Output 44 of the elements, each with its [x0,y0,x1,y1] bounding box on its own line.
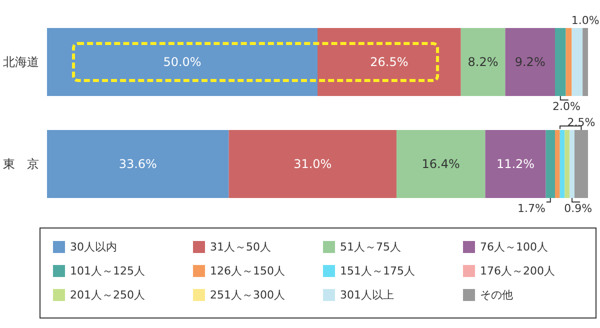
y-tick-label: 東 京 [3,157,39,171]
data-label: 16.4% [422,157,460,171]
bar [460,28,506,96]
legend-label: 30人以内 [70,240,117,254]
bar [318,28,461,96]
legend-label: その他 [480,288,513,302]
bar [228,130,396,198]
data-label: 50.0% [163,55,202,69]
legend-label: 51人～75人 [340,240,401,254]
bar [505,28,555,96]
bar [396,130,486,198]
data-label: 11.2% [496,157,535,171]
data-label: 31.0% [294,157,332,171]
legend-label: 31人～50人 [210,240,271,254]
data-label: 9.2% [514,55,546,69]
bar [582,28,588,96]
bar [555,130,560,198]
data-label: 1.0% [571,14,600,27]
y-tick-label: 北海道 [3,55,39,69]
legend-label: 151人～175人 [340,264,415,278]
bar [564,130,570,198]
bar [47,28,318,96]
bar [570,130,574,198]
legend-label: 76人～100人 [480,240,548,254]
bar [47,130,229,198]
legend-label: 201人～250人 [70,288,145,302]
legend-label: 101人～125人 [70,264,145,278]
data-label: 0.9% [564,202,592,215]
data-label: 1.7% [517,202,546,215]
legend-label: 251人～300人 [210,288,285,302]
data-label: 26.5% [370,55,408,69]
bar [555,28,566,96]
bar [546,130,555,198]
bar [560,130,565,198]
legend-label: 126人～150人 [210,264,285,278]
data-label: 2.0% [552,100,580,113]
bar [566,28,572,96]
data-label: 33.6% [118,157,157,171]
legend-label: 301人以上 [340,288,394,302]
bar [485,130,546,198]
legend-label: 176人～200人 [480,264,555,278]
bar [572,28,583,96]
data-label: 8.2% [468,55,498,69]
bar [574,130,588,198]
